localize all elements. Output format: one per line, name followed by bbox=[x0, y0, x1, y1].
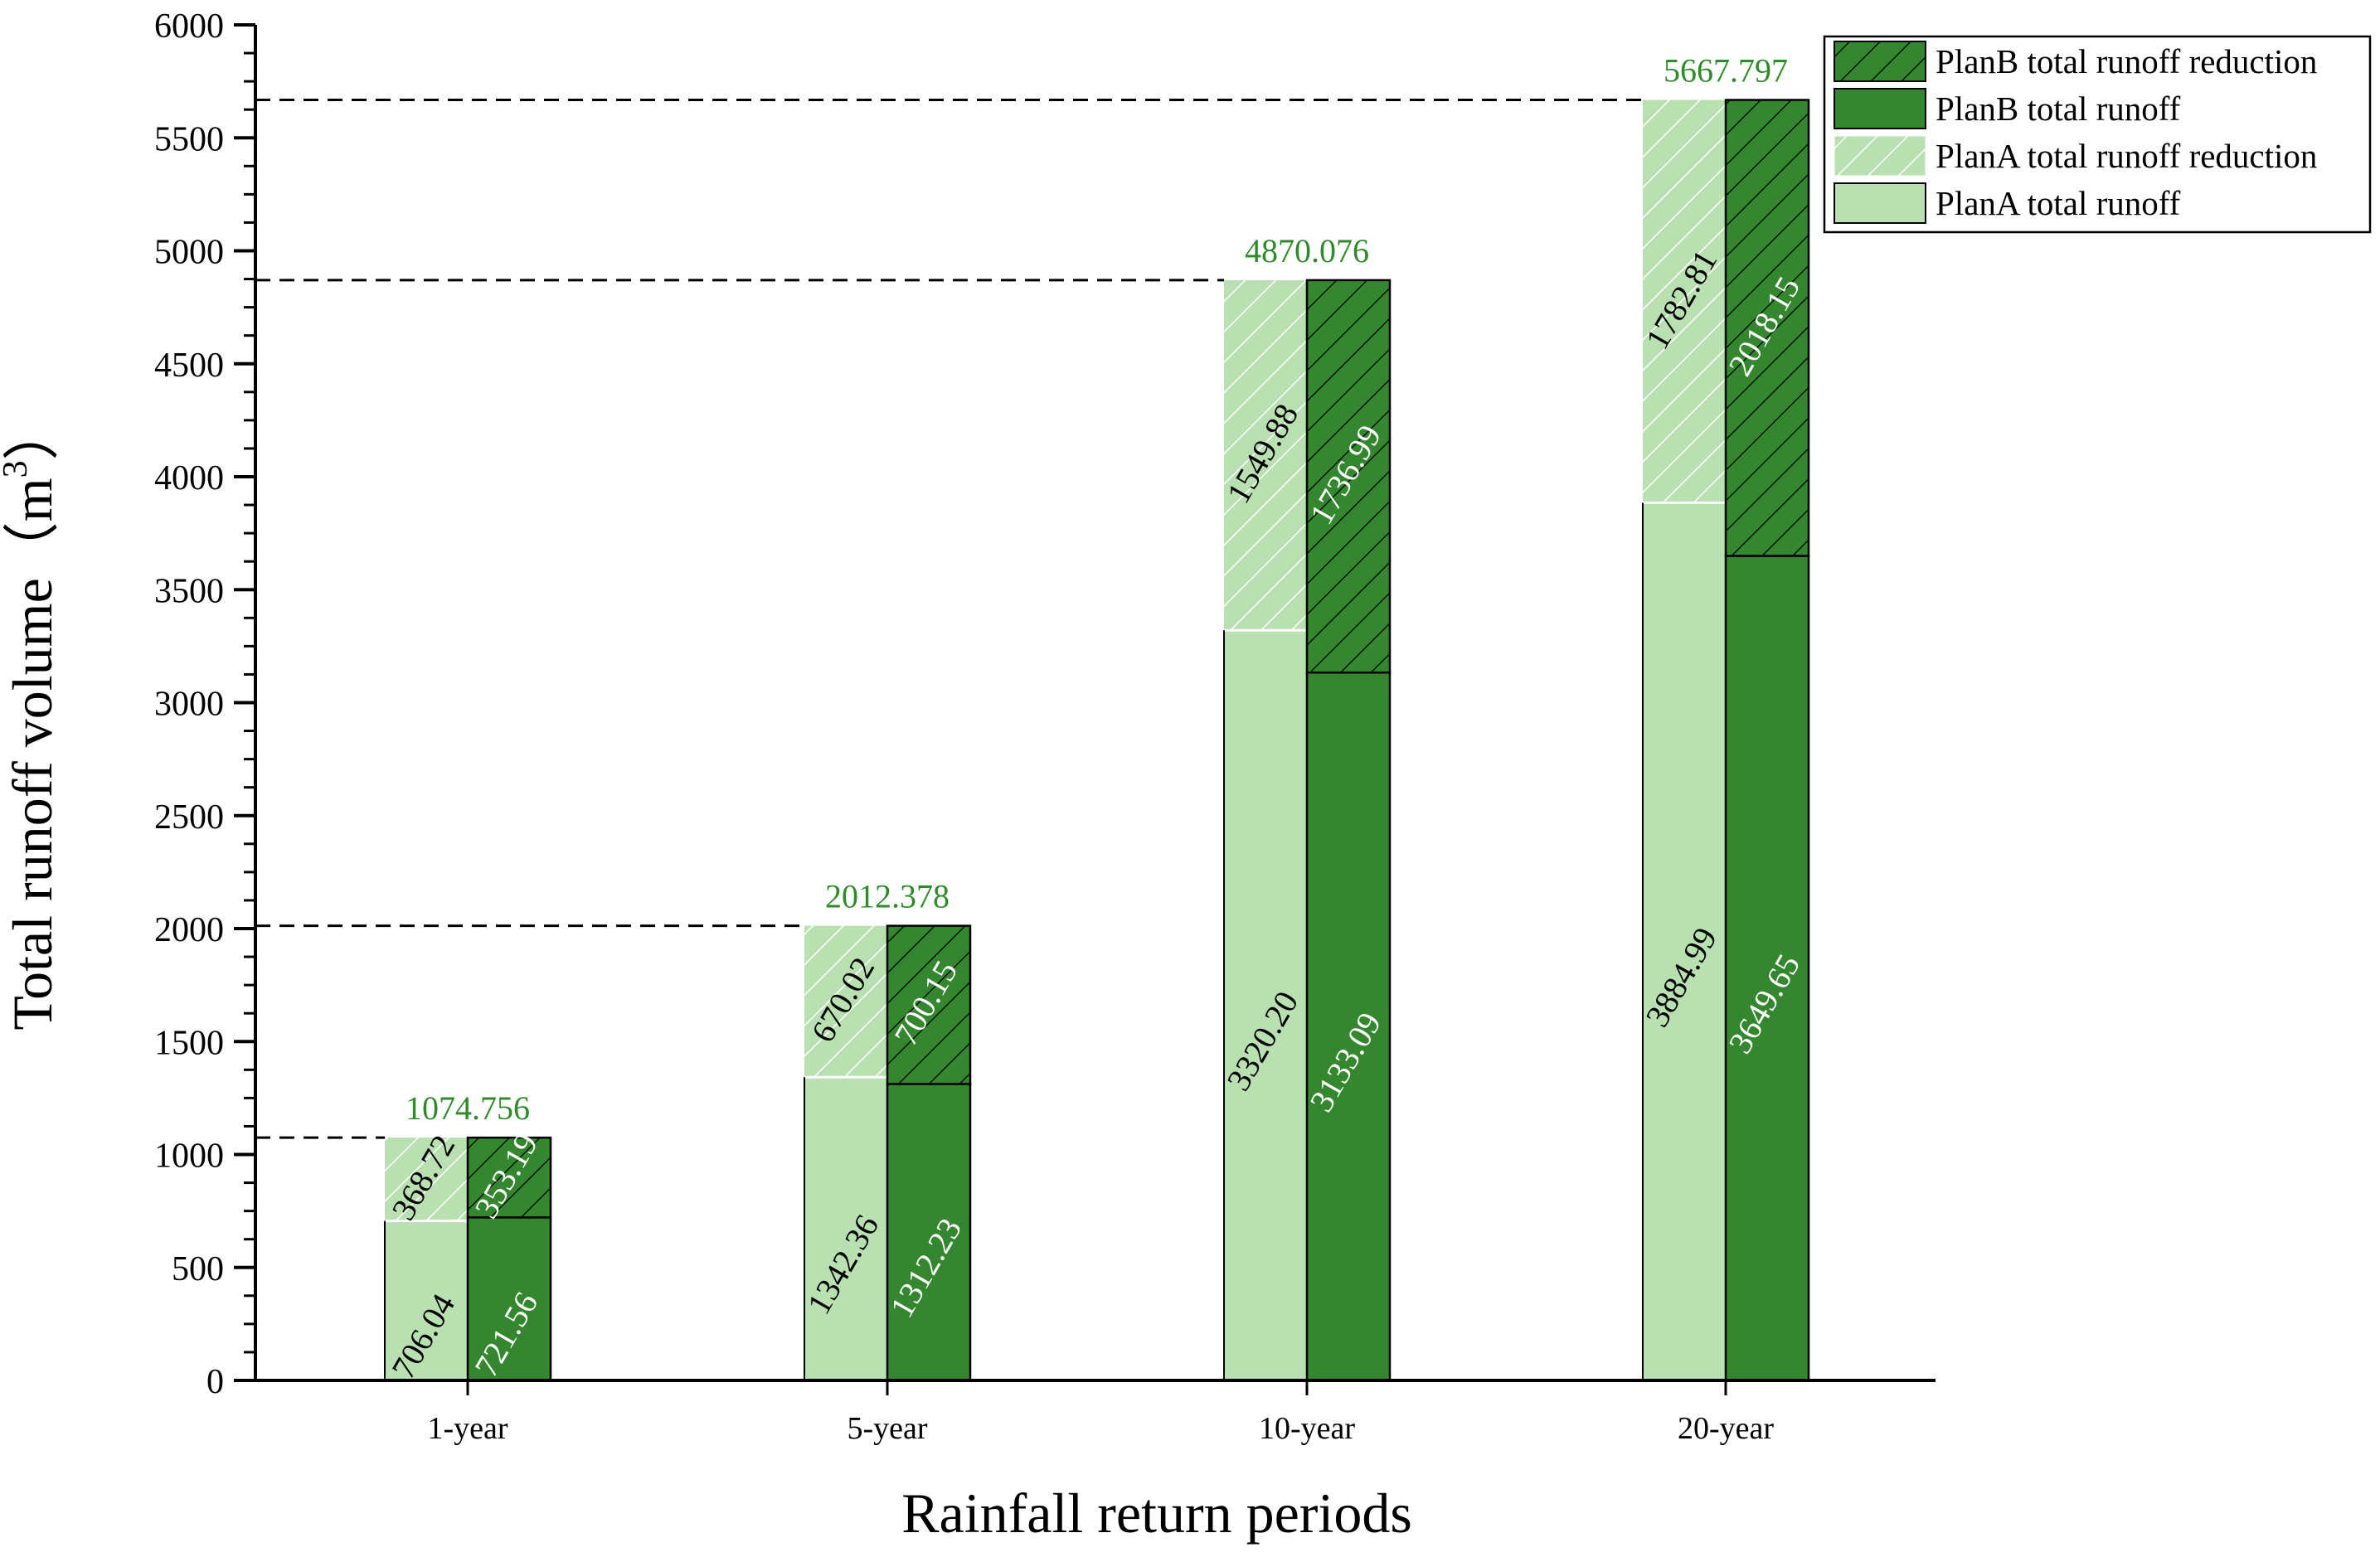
y-tick-label: 3500 bbox=[154, 572, 224, 610]
y-tick-label: 5000 bbox=[154, 234, 224, 272]
y-tick-label: 3000 bbox=[154, 686, 224, 724]
bar-plana-runoff bbox=[1643, 502, 1726, 1380]
bar-planb-reduction bbox=[886, 924, 972, 1085]
y-tick-label: 0 bbox=[206, 1363, 224, 1401]
y-axis-title: Total runoff volume（m3） bbox=[0, 404, 64, 1030]
x-tick-label: 10-year bbox=[1259, 1411, 1355, 1446]
bar-plana-runoff bbox=[804, 1077, 887, 1380]
x-tick-label: 5-year bbox=[847, 1411, 927, 1446]
legend-label-planb-runoff: PlanB total runoff bbox=[1936, 90, 2181, 128]
y-tick-label: 500 bbox=[172, 1250, 224, 1288]
axes: 0 500 1000 1500 2000 2500 3000 3500 4000 4500 5000… bbox=[154, 7, 1936, 1446]
total-value-label: 5667.797 bbox=[1664, 52, 1788, 90]
bars-layer bbox=[384, 99, 1810, 1382]
bar-planb-runoff bbox=[886, 1083, 972, 1382]
y-tick-label: 1500 bbox=[154, 1024, 224, 1062]
total-value-label: 1074.756 bbox=[406, 1089, 530, 1127]
bar-plana-reduction bbox=[1643, 99, 1726, 503]
y-axis-title-main: Total runoff volume（m bbox=[1, 478, 64, 1030]
x-axis-title: Rainfall return periods bbox=[901, 1482, 1412, 1545]
y-tick-label: 2500 bbox=[154, 798, 224, 837]
legend-swatch-planb-runoff bbox=[1834, 88, 1926, 129]
y-axis-title-superscript: 3 bbox=[0, 460, 35, 478]
total-value-label: 2012.378 bbox=[825, 878, 950, 915]
x-tick-label: 1-year bbox=[427, 1411, 508, 1446]
total-labels: 1074.756 2012.378 4870.076 5667.797 bbox=[406, 52, 1788, 1128]
y-tick-label: 6000 bbox=[154, 7, 224, 46]
bar-planb-runoff bbox=[466, 1216, 552, 1382]
bar-plana-reduction bbox=[1224, 279, 1307, 631]
bar-planb-runoff bbox=[1305, 671, 1392, 1382]
y-tick-label: 4500 bbox=[154, 347, 224, 385]
legend-label-plana-runoff: PlanA total runoff bbox=[1936, 184, 2181, 222]
legend-swatch-planb-reduction bbox=[1834, 41, 1926, 82]
y-tick-label: 5500 bbox=[154, 120, 224, 158]
bar-planb-reduction bbox=[1305, 279, 1392, 674]
y-axis-title-close: ） bbox=[1, 404, 64, 460]
legend-swatch-plana-reduction bbox=[1834, 135, 1926, 177]
y-tick-label: 4000 bbox=[154, 459, 224, 497]
bar-plana-runoff bbox=[385, 1220, 468, 1380]
x-tick-label: 20-year bbox=[1678, 1411, 1774, 1446]
bar-plana-runoff bbox=[1224, 630, 1307, 1380]
total-value-label: 4870.076 bbox=[1245, 232, 1369, 269]
y-tick-label: 2000 bbox=[154, 911, 224, 949]
legend-label-plana-reduction: PlanA total runoff reduction bbox=[1936, 137, 2317, 175]
reference-lines bbox=[255, 99, 1643, 1139]
bar-plana-reduction bbox=[804, 925, 887, 1078]
legend-swatch-plana-runoff bbox=[1834, 182, 1926, 224]
bar-planb-reduction bbox=[1724, 99, 1810, 557]
bar-plana-reduction bbox=[385, 1138, 468, 1221]
legend-label-planb-reduction: PlanB total runoff reduction bbox=[1936, 42, 2317, 80]
y-tick-label: 1000 bbox=[154, 1138, 224, 1176]
bar-planb-reduction bbox=[466, 1136, 552, 1219]
value-labels: 706.04368.72721.56353.191342.36670.02131… bbox=[384, 244, 1807, 1385]
legend: PlanB total runoff reduction PlanB total… bbox=[1823, 35, 2372, 234]
